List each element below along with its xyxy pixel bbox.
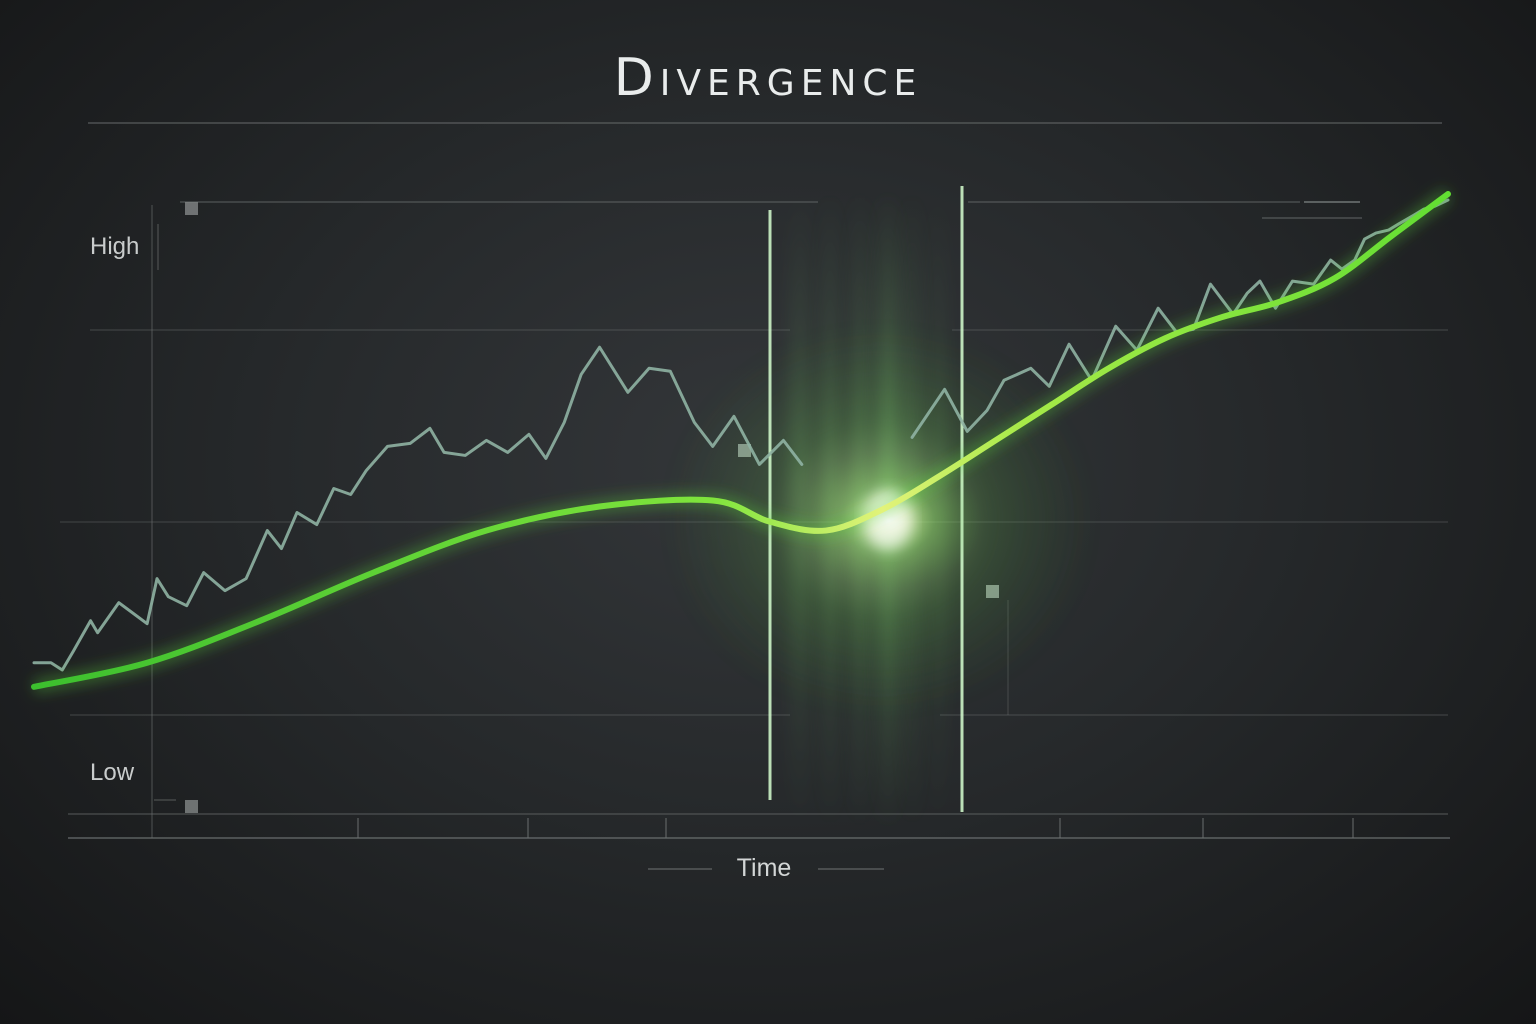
price-series-line bbox=[32, 345, 804, 672]
y-label-high: High bbox=[90, 233, 140, 260]
x-axis-label: Time bbox=[736, 854, 792, 882]
trend-series-line bbox=[31, 190, 1451, 690]
price-series-line bbox=[910, 198, 1450, 439]
chart-title: Divergence bbox=[613, 48, 923, 108]
trend-series bbox=[31, 188, 1453, 694]
marker-square bbox=[185, 800, 198, 813]
price-series bbox=[32, 198, 1450, 672]
marker-square bbox=[185, 202, 198, 215]
chart-grid bbox=[60, 122, 1450, 870]
y-label-low: Low bbox=[90, 759, 135, 786]
